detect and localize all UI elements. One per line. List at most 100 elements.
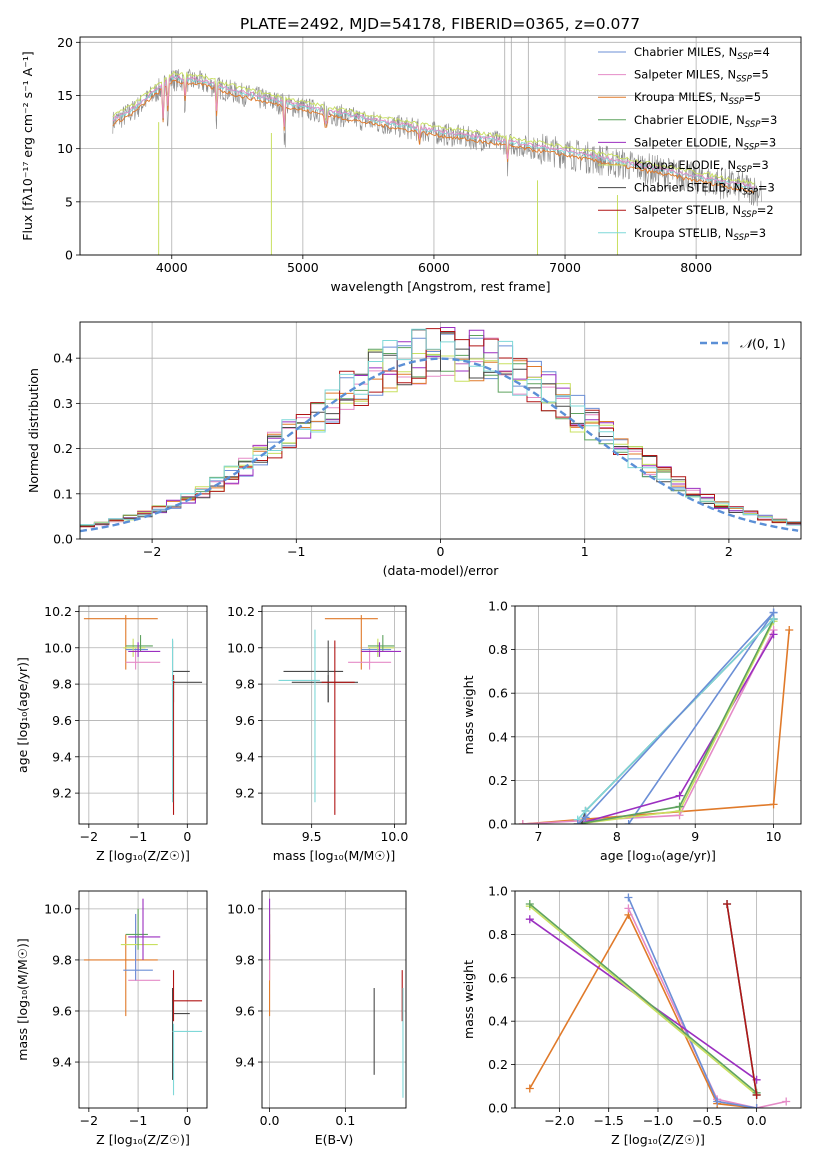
x-tick-label: −1.5: [594, 1113, 624, 1128]
x-tick-label: −2: [143, 544, 161, 559]
x-tick-label: −1.0: [643, 1113, 673, 1128]
x-tick-label: −2: [80, 1113, 98, 1128]
mass_vs_Z-panel: −2 −1 0 9.4 9.6 9.8 10.0 Z [log₁₀(Z/Z☉)] mass [l…: [15, 890, 208, 1147]
weight-marker: [752, 1090, 761, 1099]
weight-marker: [525, 915, 534, 924]
y-tick-label: 0.4: [488, 729, 508, 744]
legend-entry: Chabrier STELIB, NSSP=3: [634, 181, 775, 198]
weight-line: [522, 629, 790, 824]
weight-marker: [525, 900, 534, 909]
weight-line: [627, 612, 775, 824]
weight-marker: [752, 1104, 761, 1108]
y-tick-label: 9.8: [52, 677, 72, 692]
y-tick-label: 1.0: [488, 599, 508, 614]
y-tick-label: 9.4: [235, 1055, 255, 1070]
plot-area: [83, 898, 203, 1096]
y-tick-label: 10.2: [44, 604, 72, 619]
legend-entry: Chabrier MILES, NSSP=4: [634, 45, 770, 62]
plot-area: [518, 608, 794, 824]
x-tick-label: −0.5: [692, 1113, 722, 1128]
x-tick-label: 4000: [156, 260, 188, 275]
model-spectrum-line: [112, 79, 755, 194]
y-tick-label: 0.3: [53, 396, 73, 411]
spectrum-panel: 4000 5000 6000 7000 8000 0 5 10 15 20 wavelength […: [20, 35, 802, 294]
x-tick-label: 0.1: [335, 1113, 355, 1128]
weight-marker: [573, 820, 582, 824]
weight-line: [577, 611, 775, 824]
legend-entry: 𝒩(0, 1): [740, 336, 786, 351]
y-tick-label: 9.6: [52, 1003, 72, 1018]
weight_vs_Z-panel: −2.0 −1.5 −1.0 −0.5 0.0 0.0 0.2 0.4 0.6 0.8 1.0 Z […: [461, 884, 802, 1147]
x-tick-label: −1: [287, 544, 305, 559]
x-tick-label: 7000: [549, 260, 581, 275]
y-tick-label: 10.0: [227, 640, 255, 655]
weight-marker: [785, 625, 794, 634]
x-tick-label: 0: [183, 1113, 191, 1128]
y-tick-label: 10.0: [44, 901, 72, 916]
y-axis-label: mass [log₁₀(M/M☉)]: [15, 938, 30, 1060]
weight-line: [529, 903, 758, 1094]
x-tick-label: 0: [183, 829, 191, 844]
axes-frame: [79, 321, 802, 540]
y-tick-label: 0.2: [488, 773, 508, 788]
grid: [262, 606, 406, 824]
age_vs_mass-panel: 9.5 10.0 9.2 9.4 9.6 9.8 10.0 10.2 mass [log₁₀(M…: [227, 604, 408, 863]
weight-marker: [675, 791, 684, 800]
y-tick-label: 0.8: [488, 642, 508, 657]
grid: [515, 890, 801, 1109]
weight-marker: [675, 802, 684, 811]
weight-line: [529, 918, 758, 1081]
y-tick-label: 9.2: [52, 786, 72, 801]
x-axis-label: Z [log₁₀(Z/Z☉)]: [611, 1132, 705, 1147]
weight-line: [529, 913, 757, 1108]
y-tick-label: 0.6: [488, 686, 508, 701]
plot-area: [278, 615, 402, 815]
y-tick-label: 0: [65, 248, 73, 263]
y-tick-label: 0.2: [53, 441, 73, 456]
axes-frame: [78, 605, 208, 825]
x-axis-label: E(B-V): [315, 1132, 354, 1147]
residuals-panel: −2 −1 0 1 2 0.0 0.1 0.2 0.3 0.4 (data-model)/error…: [26, 321, 802, 578]
y-tick-label: 15: [57, 88, 73, 103]
y-tick-label: 10.0: [44, 640, 72, 655]
axes-frame: [261, 605, 407, 825]
x-tick-label: 1: [581, 544, 589, 559]
weight-marker: [769, 608, 778, 617]
y-tick-label: 10.2: [227, 604, 255, 619]
x-axis-label: wavelength [Angstrom, rest frame]: [330, 279, 550, 294]
x-tick-label: 2: [725, 544, 733, 559]
y-tick-label: 10.0: [227, 901, 255, 916]
y-tick-label: 9.6: [235, 713, 255, 728]
residuals-legend: 𝒩(0, 1): [700, 336, 786, 351]
y-tick-label: 9.2: [235, 786, 255, 801]
y-tick-label: 9.8: [235, 952, 255, 967]
y-tick-label: 1.0: [488, 884, 508, 899]
legend-entry: Salpeter STELIB, NSSP=2: [634, 203, 774, 220]
weight-marker: [581, 813, 590, 822]
weight-marker: [518, 820, 527, 824]
x-tick-label: 8: [613, 829, 621, 844]
axes-frame: [78, 890, 208, 1109]
y-axis-label: Flux [fλ10⁻¹⁷ erg cm⁻² s⁻¹ A⁻¹]: [20, 51, 35, 240]
x-tick-label: 10: [766, 829, 782, 844]
legend-entry: Kroupa STELIB, NSSP=3: [634, 226, 766, 243]
y-tick-label: 0.4: [53, 351, 73, 366]
x-axis-label: (data-model)/error: [383, 563, 500, 578]
y-tick-label: 0.0: [488, 817, 508, 832]
grid: [262, 891, 406, 1108]
residual-histogram: [80, 328, 801, 539]
plot-area: [525, 893, 791, 1108]
x-tick-label: −1: [129, 1113, 147, 1128]
weight-line: [627, 908, 787, 1108]
y-tick-label: 9.6: [52, 713, 72, 728]
legend-entry: Salpeter ELODIE, NSSP=3: [634, 135, 776, 152]
y-axis-label: age [log₁₀(age/yr)]: [15, 657, 30, 773]
y-tick-label: 9.8: [52, 952, 72, 967]
x-tick-label: 9: [691, 829, 699, 844]
y-tick-label: 20: [57, 35, 73, 50]
weight-line: [529, 905, 758, 1096]
spectrum-legend: Chabrier MILES, NSSP=4 Salpeter MILES, NS…: [598, 45, 777, 243]
axes-frame: [261, 890, 407, 1109]
x-axis-label: mass [log₁₀(M/M☉)]: [273, 848, 395, 863]
